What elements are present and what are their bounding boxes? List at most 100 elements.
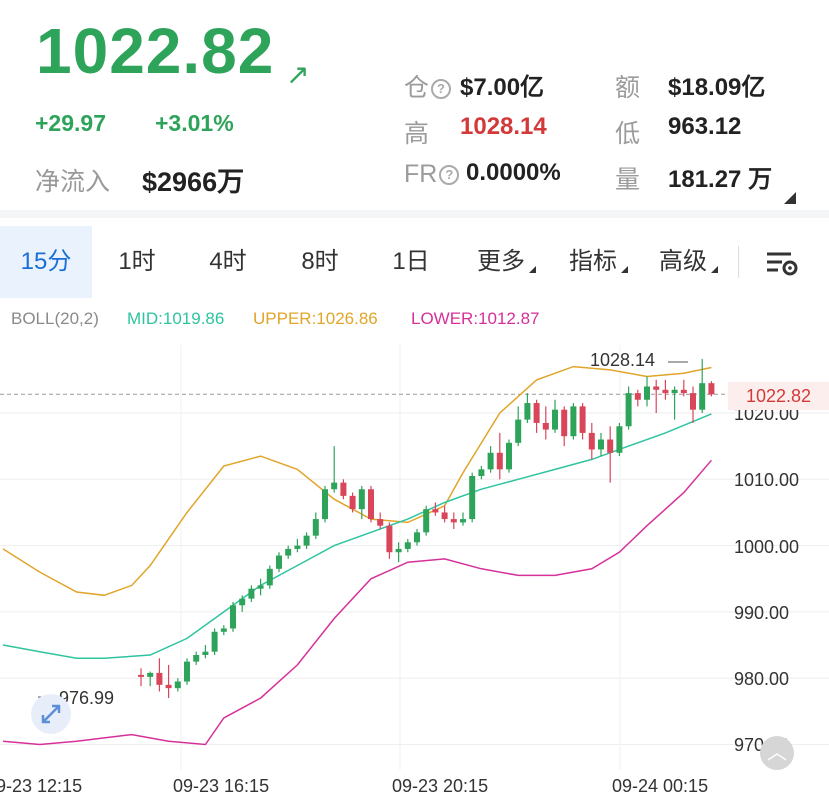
funding-rate-label[interactable]: FR? [404,160,460,189]
funding-rate-value: 0.0000% [466,159,561,186]
x-tick-label: 09-23 16:15 [173,776,270,796]
boll-lower-line [2,459,712,746]
y-tick-label: 990.00 [734,603,790,623]
net-inflow-label: 净流入 [35,168,111,196]
candle-body [552,409,558,430]
boll-upper: UPPER:1026.86 [253,309,378,328]
candle-body [432,509,439,513]
candle-body [294,545,301,549]
candle-body [634,393,641,400]
candle-body [542,422,549,430]
candle-body [193,654,200,662]
candle-body [524,403,531,420]
candle-body [211,631,218,652]
price-change: +29.97 [35,110,106,136]
candle-body [239,598,246,606]
price-change-percent: +3.01% [155,110,234,136]
candle-body [588,432,595,450]
volume-value: 181.27 万 [668,166,773,193]
candle-body [699,383,706,410]
collapse-button[interactable]: ︿ [760,736,794,770]
position-value: $7.00亿 [460,74,545,101]
tab-divider [738,246,739,278]
candle-body [515,419,522,443]
tab-indicators[interactable]: 指标 [562,226,628,298]
candle-body [533,403,540,423]
indicator-name: BOLL(20,2) [11,309,99,328]
tab-8h[interactable]: 8时 [301,248,339,275]
candle-body [377,519,384,526]
candle-body [579,406,586,433]
candle-body [156,672,163,685]
candle-body [561,409,568,437]
candle-body [460,519,466,523]
x-tick-label: 09-24 00:15 [612,776,709,796]
candle-body [496,452,503,470]
candle-body [266,568,273,586]
candle-body [184,661,190,682]
candle-body [487,452,494,470]
low-label: 低 [615,120,641,148]
candle-body [570,406,577,437]
chevron-up-icon: ︿ [767,742,787,764]
candle-body [368,489,374,520]
candle-body [340,482,347,496]
current-price-tag: 1022.82 [728,382,829,410]
candle-body [248,588,255,599]
candle-body [174,681,181,689]
candle-body [285,548,292,556]
x-tick-label: 09-23 12:15 [0,776,83,796]
y-tick-label: 1010.00 [734,470,800,490]
candle-body [653,386,660,390]
candlestick-chart[interactable] [0,330,829,775]
candle-body [147,672,154,677]
candle-body [404,542,411,549]
candle-body [349,495,356,510]
info-icon[interactable]: ? [431,79,452,100]
dropdown-corner-icon [711,266,718,273]
tab-1h[interactable]: 1时 [118,248,156,275]
y-tick-label: 980.00 [734,669,790,689]
candle-body [276,555,282,569]
candle-body [414,532,420,543]
candle-body [506,442,512,470]
candle-body [441,512,448,520]
candle-body [680,389,687,394]
candle-body [386,525,393,553]
candle-body [708,383,715,395]
turnover-label: 额 [615,74,641,102]
candle-body [423,509,430,533]
candle-body [625,393,632,427]
tab-more[interactable]: 更多 [470,226,536,298]
candle-body [358,489,365,510]
candle-body [662,389,669,394]
candle-body [220,628,227,632]
candle-body [607,439,614,453]
candle-body [303,535,310,546]
tab-advanced[interactable]: 高级 [652,226,718,298]
candle-body [257,585,264,589]
chart-settings-icon[interactable] [764,248,800,278]
tab-4h[interactable]: 4时 [209,248,247,275]
boll-mid-line [2,413,712,660]
candle-body [395,548,402,553]
candle-body [230,605,236,629]
boll-mid: MID:1019.86 [127,309,225,328]
high-label: 高 [404,120,430,148]
stats-expand-corner-icon[interactable] [784,192,796,204]
candle-body [644,386,650,400]
expand-arrows-icon [41,704,61,724]
candle-body [312,519,319,536]
tab-1d[interactable]: 1日 [392,248,430,275]
tab-15m[interactable]: 15分 [0,226,92,298]
candle-body [202,651,209,655]
fullscreen-expand-button[interactable] [31,694,71,734]
trend-up-arrow-icon: ↗ [286,59,310,90]
candle-body [165,684,172,689]
net-inflow-value: $2966万 [142,167,245,197]
position-label[interactable]: 仓? [404,68,452,104]
info-icon[interactable]: ? [439,165,460,186]
low-value: 963.12 [668,113,742,140]
dropdown-corner-icon [621,266,628,273]
candle-body [450,519,457,523]
